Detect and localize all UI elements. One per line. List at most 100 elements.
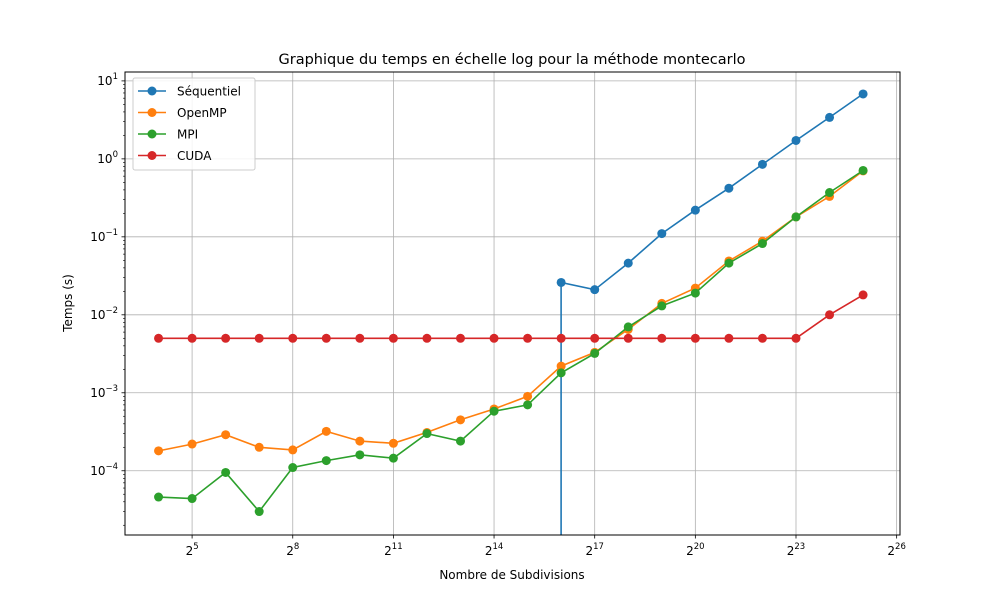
y-tick-base: 10 (90, 308, 105, 322)
x-tick-label: 220 (686, 542, 704, 558)
data-point (523, 333, 533, 343)
data-point (757, 159, 767, 169)
data-point (187, 333, 197, 343)
x-tick-exponent: 17 (593, 542, 604, 552)
data-point (288, 463, 298, 473)
data-point (455, 333, 465, 343)
data-point (690, 288, 700, 298)
ticks: 25 28 211 214 217 220 223 22610110010−110−210−3… (90, 72, 906, 558)
series-cuda (154, 290, 868, 343)
data-point (388, 453, 398, 463)
data-point (825, 112, 835, 122)
x-tick-base: 2 (585, 544, 593, 558)
x-tick-exponent: 23 (794, 542, 805, 552)
data-point (187, 494, 197, 504)
data-point (791, 135, 801, 145)
data-point (858, 89, 868, 99)
y-tick-label: 100 (97, 150, 118, 166)
x-tick-exponent: 14 (492, 542, 503, 552)
data-point (791, 333, 801, 343)
x-tick-label: 211 (384, 542, 402, 558)
data-point (355, 450, 365, 460)
y-tick-base: 10 (97, 74, 112, 88)
data-point (422, 333, 432, 343)
legend-box (132, 77, 256, 171)
x-tick-label: 214 (485, 542, 503, 558)
data-point (221, 430, 231, 440)
data-point (254, 333, 264, 343)
data-point (321, 333, 331, 343)
data-point (724, 258, 734, 268)
x-tick-base: 2 (384, 544, 392, 558)
y-tick-label: 101 (97, 72, 118, 88)
data-point (523, 391, 533, 401)
y-axis-label: Temps (s) (61, 274, 75, 333)
data-point (288, 445, 298, 455)
data-point (221, 467, 231, 477)
data-point (657, 333, 667, 343)
legend-item: OpenMP (138, 106, 227, 120)
y-tick-exponent: 1 (113, 72, 118, 82)
y-tick-label: 10−2 (90, 306, 118, 322)
legend-item: CUDA (138, 149, 212, 163)
data-point (590, 285, 600, 295)
x-tick-base: 2 (887, 544, 895, 558)
y-tick-exponent: 0 (113, 150, 118, 160)
y-tick-exponent: −4 (105, 462, 118, 472)
x-tick-base: 2 (286, 544, 294, 558)
y-tick-base: 10 (90, 230, 105, 244)
legend-item: Séquentiel (138, 85, 241, 99)
y-tick-base: 10 (90, 464, 105, 478)
y-tick-exponent: −2 (105, 306, 118, 316)
data-point (556, 277, 566, 287)
data-point (154, 333, 164, 343)
legend-label: CUDA (177, 149, 212, 163)
y-tick-label: 10−4 (90, 462, 118, 478)
y-tick-base: 10 (97, 152, 112, 166)
legend-label: MPI (177, 128, 198, 142)
data-point (321, 426, 331, 436)
legend-marker (147, 108, 157, 117)
data-point (221, 333, 231, 343)
data-point (455, 415, 465, 425)
data-point (388, 333, 398, 343)
legend-marker (147, 151, 157, 160)
y-tick-label: 10−3 (90, 384, 118, 400)
data-point (489, 406, 499, 416)
data-point (321, 456, 331, 466)
chart-title: Graphique du temps en échelle log pour l… (279, 52, 746, 68)
data-point (455, 436, 465, 446)
series-layer (154, 89, 868, 535)
x-tick-exponent: 20 (694, 542, 705, 552)
x-tick-label: 28 (286, 542, 299, 558)
legend-marker (147, 129, 157, 139)
data-point (657, 229, 667, 239)
data-point (858, 165, 868, 175)
data-point (489, 333, 499, 343)
legend-label: Séquentiel (177, 85, 241, 99)
data-point (590, 333, 600, 343)
data-point (724, 183, 734, 193)
x-tick-exponent: 26 (895, 542, 906, 552)
data-point (355, 436, 365, 446)
data-point (757, 239, 767, 249)
series-line (158, 294, 864, 340)
series-mpi (154, 165, 868, 517)
y-tick-base: 10 (90, 386, 105, 400)
series-line (158, 169, 864, 513)
data-point (623, 322, 633, 332)
data-point (355, 333, 365, 343)
data-point (690, 205, 700, 215)
data-point (858, 290, 868, 300)
data-point (556, 361, 566, 371)
data-point (187, 439, 197, 449)
data-point (154, 446, 164, 456)
data-point (724, 333, 734, 343)
series-line (158, 170, 864, 452)
data-point (825, 310, 835, 320)
data-point (523, 400, 533, 410)
legend-marker (147, 86, 157, 96)
data-point (590, 348, 600, 358)
